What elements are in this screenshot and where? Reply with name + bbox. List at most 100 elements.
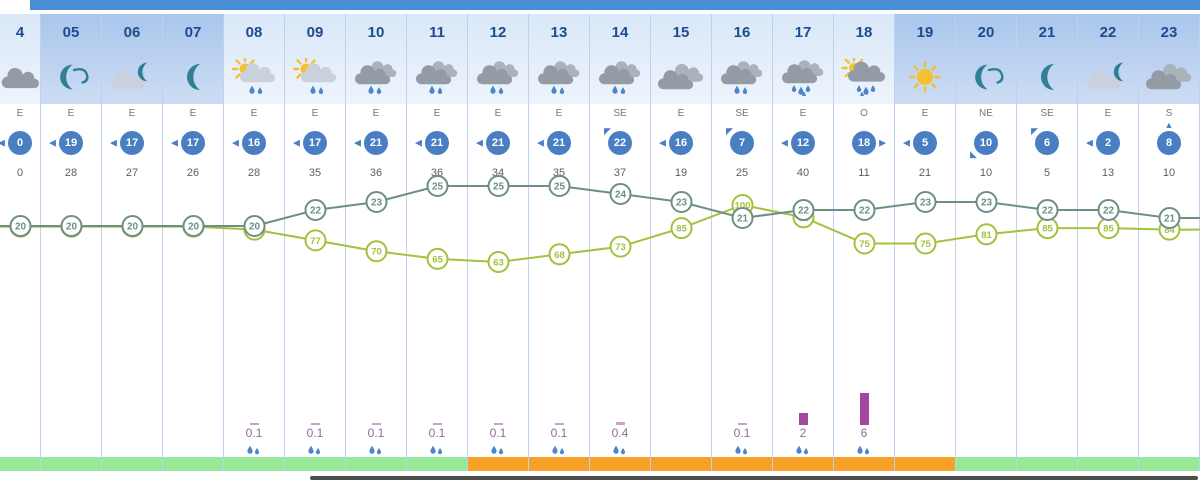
wind-speed-cell: ◀ 12 [773,124,833,162]
chart-area-spacer [712,184,772,367]
forecast-column: 18 O ▶ 18 11 6 [834,14,895,471]
chart-area-spacer [1139,184,1199,367]
hour-label: 4 [15,23,25,41]
chart-area-spacer [163,184,223,367]
wind-gust-value: 35 [308,167,322,179]
wind-direction-label: SE [613,108,627,119]
forecast-column: 21 SE ◤ 6 5 [1017,14,1078,471]
column-header: 09 [285,14,345,104]
precip-bar [249,423,259,425]
raindrops-icon [795,441,811,457]
wind-gust-value: 10 [1162,167,1176,179]
raindrops-icon [551,441,567,457]
column-header: 17 [773,14,833,104]
wind-direction-arrow-icon: ◤ [1031,126,1038,136]
forecast-column: 20 NE ◣ 10 10 [956,14,1017,471]
column-header: 19 [895,14,955,104]
wind-speed-badge: 6 [1035,131,1059,155]
wind-direction-arrow-icon: ◤ [604,126,611,136]
wind-direction-arrow-icon: ◀ [0,138,5,148]
sun-cloud-rain-icon [285,50,345,104]
wind-direction-label: E [555,108,563,119]
wind-direction-arrow-icon: ◀ [903,137,910,148]
hour-label: 14 [611,23,629,41]
wind-speed-cell: ▶ 18 [834,124,894,162]
status-band [224,457,284,471]
wind-direction-arrow-icon: ◀ [110,137,117,148]
wind-speed-badge: 19 [59,131,83,155]
wind-direction-label: E [67,108,75,119]
precipitation-cell: 0.1 [346,367,406,457]
precipitation-cell: 0.1 [712,367,772,457]
column-header: 22 [1078,14,1138,104]
forecast-column: 12 E ◀ 21 34 0.1 [468,14,529,471]
column-header: 18 [834,14,894,104]
precip-bar [798,413,808,425]
horizontal-scrollbar[interactable] [310,476,1198,480]
precipitation-cell [163,367,223,457]
column-header: 20 [956,14,1016,104]
forecast-column: 17 E ◀ 12 40 2 [773,14,834,471]
wind-speed-cell: ◀ 2 [1078,124,1138,162]
wind-speed-cell: ◀ 5 [895,124,955,162]
wind-speed-cell: ◣ 10 [956,124,1016,162]
chart-area-spacer [590,184,650,367]
precip-bar [615,422,625,425]
precip-amount: 0.1 [367,426,385,440]
wind-direction-arrow-icon: ◀ [476,137,483,148]
precip-amount: 0.4 [611,426,629,440]
raindrops-icon [612,441,628,457]
status-band [529,457,589,471]
wind-direction-label: E [799,108,807,119]
wind-direction-arrow-icon: ◤ [726,126,733,136]
wind-speed-badge: 5 [913,131,937,155]
wind-direction-label: E [311,108,319,119]
precipitation-cell: 6 [834,367,894,457]
chart-area-spacer [41,184,101,367]
status-band [895,457,955,471]
status-band [1139,457,1199,471]
precipitation-cell: 0.1 [529,367,589,457]
precip-bar [371,423,381,425]
hour-label: 21 [1038,23,1056,41]
moon-icon [163,50,223,104]
column-header: 16 [712,14,772,104]
wind-speed-cell: ◀ 19 [41,124,101,162]
cloud-rain-icon [529,50,589,104]
chart-area-spacer [0,184,40,367]
wind-speed-badge: 21 [425,131,449,155]
forecast-column: 23 S ▲ 8 10 [1139,14,1200,471]
precip-amount: 0.1 [245,426,263,440]
column-header: 10 [346,14,406,104]
wind-speed-cell: ◀ 21 [529,124,589,162]
forecast-column: 07 E ◀ 17 26 [163,14,224,471]
wind-direction-arrow-icon: ◀ [415,137,422,148]
wind-speed-cell: ◤ 7 [712,124,772,162]
hour-label: 20 [977,23,995,41]
wind-speed-cell: ◀ 16 [224,124,284,162]
precipitation-cell [41,367,101,457]
column-header: 05 [41,14,101,104]
wind-speed-badge: 21 [486,131,510,155]
chart-area-spacer [895,184,955,367]
hour-label: 11 [429,23,445,41]
moon-icon [1017,50,1077,104]
column-header: 4 [0,14,40,104]
forecast-column: 19 E ◀ 5 21 [895,14,956,471]
wind-speed-cell: ◀ 17 [102,124,162,162]
chart-area-spacer [1078,184,1138,367]
sun-icon [895,50,955,104]
forecast-column: 08 E ◀ 16 28 0.1 [224,14,285,471]
wind-speed-badge: 17 [181,131,205,155]
chart-area-spacer [346,184,406,367]
wind-speed-badge: 21 [547,131,571,155]
hour-label: 13 [550,23,568,41]
cloud-icon [0,50,40,104]
hour-label: 12 [489,23,507,41]
hour-label: 10 [367,23,385,41]
raindrops-icon [368,441,384,457]
precipitation-cell [895,367,955,457]
precip-amount: 0.1 [306,426,324,440]
bottom-strip [0,471,1200,485]
wind-speed-cell: ◀ 16 [651,124,711,162]
